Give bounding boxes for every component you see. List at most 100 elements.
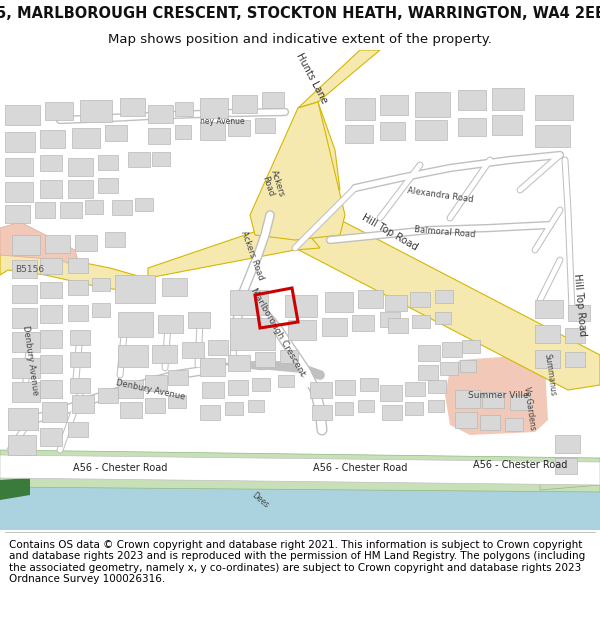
Bar <box>145 398 165 413</box>
Bar <box>70 378 90 393</box>
Bar <box>418 365 438 380</box>
Bar <box>42 402 67 422</box>
Bar <box>80 100 112 122</box>
Bar <box>535 95 573 120</box>
Bar <box>428 380 446 393</box>
Bar <box>98 178 118 193</box>
Bar <box>200 122 225 140</box>
Bar <box>92 278 110 291</box>
Text: A56 - Chester Road: A56 - Chester Road <box>313 463 407 473</box>
Bar <box>230 290 268 315</box>
Bar <box>45 102 73 120</box>
Polygon shape <box>295 212 600 390</box>
Bar <box>415 92 450 117</box>
Text: Denbury Avenue: Denbury Avenue <box>115 378 185 402</box>
Bar <box>120 402 142 418</box>
Bar <box>228 355 250 371</box>
Bar <box>535 325 560 343</box>
Bar <box>40 282 62 298</box>
Bar <box>345 98 375 120</box>
Text: Hill Top Road: Hill Top Road <box>361 212 419 252</box>
Polygon shape <box>0 450 600 492</box>
Bar <box>92 303 110 317</box>
Bar <box>535 125 570 147</box>
Bar <box>255 118 275 133</box>
Bar <box>40 258 62 274</box>
Bar <box>460 360 476 372</box>
Bar <box>188 312 210 328</box>
Bar <box>382 405 402 420</box>
Bar <box>435 290 453 303</box>
Bar <box>440 362 458 375</box>
Bar <box>68 305 88 321</box>
Bar <box>202 382 224 398</box>
Bar <box>68 158 93 176</box>
Bar <box>482 392 504 408</box>
Bar <box>325 292 353 312</box>
Bar <box>135 198 153 211</box>
Bar <box>228 120 250 136</box>
Bar <box>535 350 560 368</box>
Bar <box>412 315 430 328</box>
Polygon shape <box>0 250 148 292</box>
Bar <box>312 405 332 420</box>
Bar <box>12 332 40 352</box>
Bar <box>175 125 191 139</box>
Bar <box>118 345 148 367</box>
Bar <box>70 352 90 367</box>
Bar <box>8 435 36 455</box>
Bar <box>12 260 37 278</box>
Bar <box>8 408 38 430</box>
Bar <box>5 105 40 125</box>
Bar <box>262 92 284 108</box>
Bar <box>40 330 62 348</box>
Polygon shape <box>0 478 30 500</box>
Bar <box>228 380 248 395</box>
Bar <box>12 358 40 378</box>
Bar <box>168 395 186 408</box>
Bar <box>568 305 590 321</box>
Bar <box>118 380 143 398</box>
Bar <box>68 258 88 273</box>
Bar <box>358 290 383 308</box>
Text: 5, MARLBOROUGH CRESCENT, STOCKTON HEATH, WARRINGTON, WA4 2EE: 5, MARLBOROUGH CRESCENT, STOCKTON HEATH,… <box>0 6 600 21</box>
Bar <box>352 315 374 331</box>
Text: Summer Ville: Summer Ville <box>467 391 529 399</box>
Bar <box>555 458 577 474</box>
Bar <box>68 180 93 198</box>
Bar <box>40 305 62 323</box>
Bar <box>232 95 257 113</box>
Polygon shape <box>298 50 380 108</box>
Bar <box>40 180 62 198</box>
Text: Ve Gardens: Ve Gardens <box>523 386 538 430</box>
Bar <box>385 295 407 311</box>
Bar <box>458 118 486 136</box>
Text: Ackers
Road: Ackers Road <box>259 169 287 201</box>
Bar <box>442 342 462 357</box>
Bar <box>75 235 97 251</box>
Bar <box>248 400 264 412</box>
Bar <box>388 318 408 333</box>
Bar <box>555 435 580 453</box>
Bar <box>72 395 94 413</box>
Bar <box>535 300 563 318</box>
Bar <box>105 125 127 141</box>
Bar <box>40 155 62 171</box>
Bar <box>505 418 523 431</box>
Bar <box>12 285 37 303</box>
Text: Denbury Avenue: Denbury Avenue <box>20 324 40 396</box>
Bar <box>35 202 55 218</box>
Text: ney Avenue: ney Avenue <box>200 118 244 126</box>
Bar <box>115 275 155 303</box>
Bar <box>45 235 70 253</box>
Polygon shape <box>148 218 320 278</box>
Bar <box>285 295 317 317</box>
Bar <box>200 98 228 118</box>
Text: A56 - Chester Road: A56 - Chester Road <box>473 460 567 470</box>
Bar <box>380 312 400 327</box>
Bar <box>435 312 451 324</box>
Polygon shape <box>290 102 340 195</box>
Bar <box>12 308 37 328</box>
Polygon shape <box>445 355 548 435</box>
Bar <box>158 315 183 333</box>
